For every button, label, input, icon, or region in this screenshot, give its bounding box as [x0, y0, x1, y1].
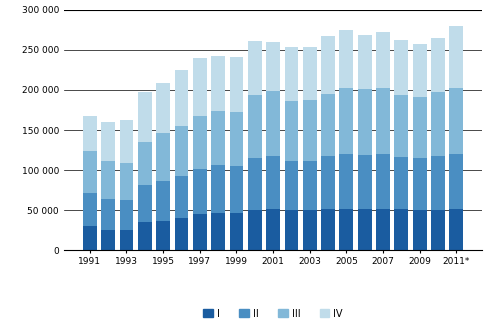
Bar — [211, 165, 225, 213]
Bar — [248, 41, 262, 96]
Bar — [138, 222, 152, 250]
Bar — [303, 160, 316, 210]
Bar — [120, 163, 133, 200]
Bar — [101, 230, 115, 250]
Bar — [376, 209, 390, 250]
Bar — [413, 158, 427, 210]
Bar — [358, 89, 371, 155]
Bar — [395, 40, 408, 95]
Bar — [303, 100, 316, 160]
Bar — [284, 160, 298, 210]
Bar — [83, 116, 97, 151]
Bar — [101, 160, 115, 199]
Bar — [284, 101, 298, 160]
Bar — [339, 30, 353, 88]
Bar — [376, 32, 390, 88]
Bar — [321, 157, 335, 209]
Bar — [376, 88, 390, 154]
Bar — [431, 38, 445, 92]
Bar — [248, 210, 262, 250]
Bar — [395, 95, 408, 157]
Bar — [193, 214, 207, 250]
Bar — [449, 209, 463, 250]
Bar — [413, 44, 427, 97]
Bar — [449, 88, 463, 154]
Bar — [83, 151, 97, 193]
Bar — [193, 58, 207, 116]
Bar — [175, 126, 188, 176]
Bar — [339, 209, 353, 250]
Bar — [230, 166, 243, 213]
Bar — [120, 230, 133, 250]
Bar — [193, 169, 207, 214]
Bar — [156, 133, 170, 181]
Bar — [83, 226, 97, 250]
Bar — [211, 213, 225, 250]
Bar — [138, 186, 152, 222]
Bar — [358, 210, 371, 250]
Bar — [449, 154, 463, 209]
Bar — [138, 142, 152, 186]
Bar — [358, 35, 371, 89]
Bar — [101, 122, 115, 160]
Bar — [248, 96, 262, 158]
Bar — [303, 210, 316, 250]
Bar — [266, 42, 280, 91]
Bar — [339, 154, 353, 209]
Bar — [156, 181, 170, 221]
Bar — [431, 157, 445, 210]
Bar — [230, 213, 243, 250]
Bar — [266, 209, 280, 250]
Bar — [175, 176, 188, 218]
Bar — [211, 111, 225, 165]
Bar — [358, 155, 371, 210]
Bar — [230, 57, 243, 112]
Bar — [266, 156, 280, 209]
Bar — [284, 47, 298, 101]
Bar — [175, 218, 188, 250]
Bar — [175, 70, 188, 126]
Bar — [431, 92, 445, 157]
Bar — [211, 56, 225, 111]
Bar — [321, 94, 335, 157]
Bar — [321, 209, 335, 250]
Bar — [431, 210, 445, 250]
Bar — [248, 158, 262, 210]
Bar — [413, 210, 427, 250]
Bar — [120, 200, 133, 230]
Bar — [413, 97, 427, 158]
Bar — [230, 112, 243, 166]
Bar — [321, 36, 335, 94]
Bar — [120, 119, 133, 163]
Bar — [156, 221, 170, 250]
Bar — [193, 116, 207, 169]
Bar — [156, 83, 170, 133]
Bar — [138, 92, 152, 142]
Bar — [83, 193, 97, 226]
Bar — [449, 26, 463, 88]
Bar — [395, 157, 408, 210]
Bar — [101, 199, 115, 230]
Bar — [376, 154, 390, 209]
Bar — [284, 210, 298, 250]
Bar — [395, 210, 408, 250]
Legend: I, II, III, IV: I, II, III, IV — [199, 305, 347, 321]
Bar — [303, 47, 316, 100]
Bar — [266, 91, 280, 156]
Bar — [339, 88, 353, 154]
